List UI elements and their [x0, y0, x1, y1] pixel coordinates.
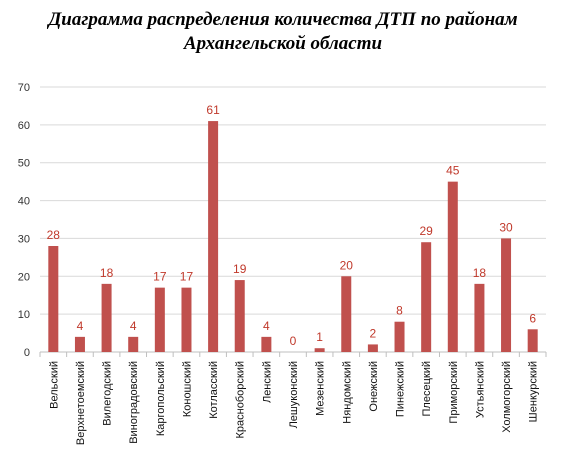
data-label: 4	[130, 319, 137, 333]
x-category-label: Ленский	[261, 361, 273, 403]
data-label: 18	[100, 266, 114, 280]
x-category-label: Вилегодский	[102, 361, 114, 426]
y-tick-label: 60	[18, 120, 30, 132]
data-label: 28	[47, 228, 61, 242]
bar	[314, 348, 325, 352]
y-tick-label: 40	[18, 196, 30, 208]
x-category-label: Красноборский	[235, 361, 247, 438]
bar	[527, 329, 538, 352]
bar	[208, 121, 219, 352]
x-category-label: Мезенский	[315, 361, 327, 416]
data-label: 1	[316, 330, 323, 344]
x-category-label: Коношский	[181, 361, 193, 417]
data-label: 20	[340, 258, 354, 272]
data-label: 61	[206, 103, 220, 117]
x-category-label: Вельский	[48, 361, 60, 409]
chart-title-line-1: Диаграмма распределения количества ДТП п…	[48, 9, 518, 30]
y-tick-label: 30	[18, 233, 30, 245]
data-label: 4	[77, 319, 84, 333]
x-category-label: Пинежский	[395, 361, 407, 417]
x-category-label: Шенкурский	[528, 361, 540, 422]
x-category-label: Плесецкий	[421, 361, 433, 416]
y-tick-label: 20	[18, 271, 30, 283]
chart-title: Диаграмма распределения количества ДТП п…	[0, 8, 566, 56]
x-category-label: Приморский	[448, 361, 460, 424]
x-category-label: Лешуконский	[288, 361, 300, 428]
data-label: 17	[180, 270, 194, 284]
data-label: 45	[446, 164, 460, 178]
bar	[474, 283, 485, 352]
bar	[501, 238, 512, 352]
bar	[181, 287, 192, 352]
data-label: 8	[396, 304, 403, 318]
y-tick-label: 0	[24, 347, 30, 359]
bar	[128, 336, 139, 352]
x-category-label: Холмогорский	[501, 361, 513, 433]
bar	[234, 280, 245, 352]
bar	[48, 246, 59, 352]
x-category-label: Няндомский	[341, 361, 353, 424]
bar	[367, 344, 378, 352]
x-category-label: Верхнетоемский	[75, 361, 87, 445]
y-tick-label: 10	[18, 309, 30, 321]
data-label: 17	[153, 270, 167, 284]
x-category-label: Онежский	[368, 361, 380, 412]
data-label: 4	[263, 319, 270, 333]
data-label: 19	[233, 262, 247, 276]
chart-title-line-2: Архангельской области	[183, 33, 383, 54]
x-category-label: Каргопольский	[155, 361, 167, 436]
y-tick-label: 70	[18, 82, 30, 94]
data-label: 6	[529, 311, 536, 325]
bar	[261, 336, 272, 352]
bar	[74, 336, 85, 352]
bar	[341, 276, 352, 352]
x-category-label: Виноградовский	[128, 361, 140, 444]
bar	[447, 181, 458, 352]
y-tick-label: 50	[18, 158, 30, 170]
data-label: 18	[473, 266, 487, 280]
x-category-label: Устьянский	[474, 361, 486, 418]
bar	[394, 321, 405, 352]
data-label: 0	[290, 334, 297, 348]
bar	[101, 283, 112, 352]
bar	[154, 287, 165, 352]
bar	[421, 242, 432, 352]
data-label: 29	[419, 224, 433, 238]
data-label: 2	[370, 326, 377, 340]
x-category-label: Котласский	[208, 361, 220, 419]
data-label: 30	[499, 220, 513, 234]
